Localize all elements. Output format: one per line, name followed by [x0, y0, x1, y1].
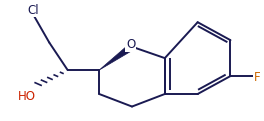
- Polygon shape: [99, 45, 136, 70]
- Text: O: O: [126, 38, 135, 51]
- Text: F: F: [254, 71, 261, 84]
- Text: Cl: Cl: [28, 4, 39, 17]
- Text: HO: HO: [18, 90, 36, 103]
